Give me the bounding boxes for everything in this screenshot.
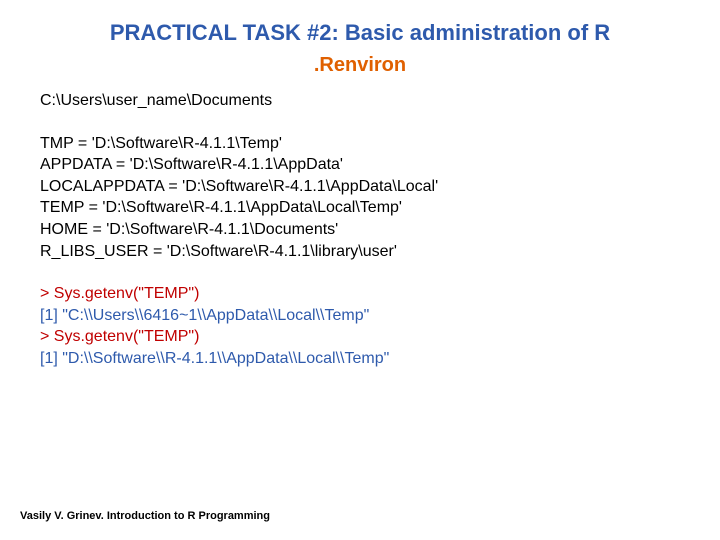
blank-line [40,112,680,133]
slide-title: PRACTICAL TASK #2: Basic administration … [0,20,720,46]
env-line: HOME = 'D:\Software\R-4.1.1\Documents' [40,219,680,241]
console-line: [1] "C:\\Users\\6416~1\\AppData\\Local\\… [40,305,680,327]
blank-line [40,262,680,283]
slide: PRACTICAL TASK #2: Basic administration … [0,0,720,540]
slide-body: C:\Users\user_name\Documents TMP = 'D:\S… [40,90,680,370]
env-line: TEMP = 'D:\Software\R-4.1.1\AppData\Loca… [40,197,680,219]
env-line: TMP = 'D:\Software\R-4.1.1\Temp' [40,133,680,155]
env-line: LOCALAPPDATA = 'D:\Software\R-4.1.1\AppD… [40,176,680,198]
slide-subtitle: .Renviron [0,54,720,77]
console-line: [1] "D:\\Software\\R-4.1.1\\AppData\\Loc… [40,348,680,370]
console-line: > Sys.getenv("TEMP") [40,326,680,348]
env-line: R_LIBS_USER = 'D:\Software\R-4.1.1\libra… [40,241,680,263]
env-line: APPDATA = 'D:\Software\R-4.1.1\AppData' [40,154,680,176]
path-line: C:\Users\user_name\Documents [40,90,680,112]
console-line: > Sys.getenv("TEMP") [40,283,680,305]
footer-text: Vasily V. Grinev. Introduction to R Prog… [20,510,270,522]
